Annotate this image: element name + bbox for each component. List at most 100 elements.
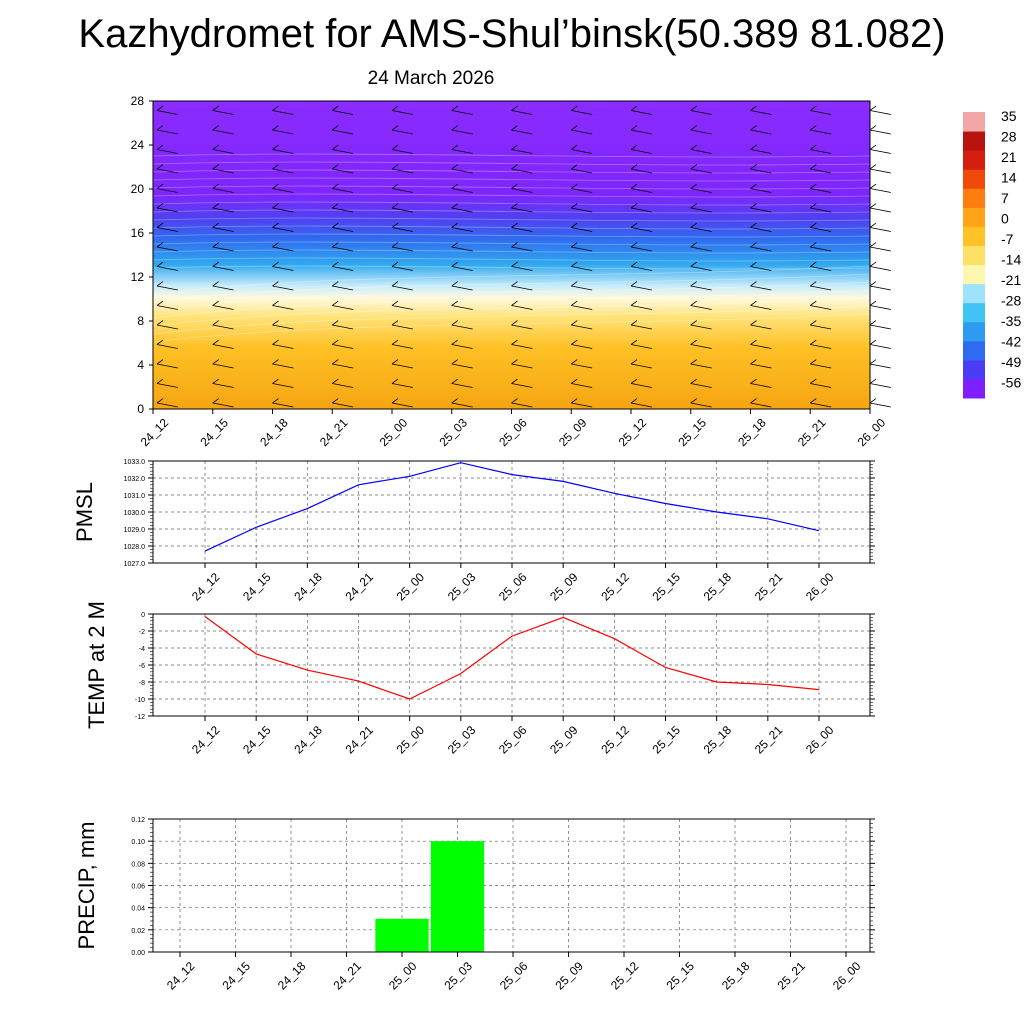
panel-frame (152, 460, 871, 564)
wind-barb-feather (690, 246, 712, 252)
wind-barb-feather (690, 188, 712, 193)
wind-barb (511, 300, 518, 306)
x-tick-label: 25_21 (795, 415, 829, 449)
wind-barb (391, 164, 399, 170)
wind-barb (750, 164, 757, 170)
contour-line (152, 169, 871, 174)
y-tick-label: 0.00 (131, 950, 145, 957)
contour-line (152, 273, 871, 303)
wind-barb (630, 164, 638, 170)
wind-barb (690, 378, 697, 384)
wind-barb (332, 144, 339, 150)
wind-barb (391, 144, 399, 150)
wind-barb (272, 339, 279, 345)
y-tick-label: 0.06 (131, 884, 145, 891)
wind-barb (212, 164, 219, 170)
wind-barb-feather (156, 344, 178, 349)
wind-barb (391, 261, 399, 267)
wind-barb (690, 320, 697, 326)
wind-barb (810, 203, 817, 209)
wind-barb (630, 222, 638, 228)
precip-bar (375, 918, 429, 952)
wind-barb (869, 105, 877, 111)
x-tick-label: 25_18 (735, 415, 769, 449)
colorbar-segment (963, 378, 985, 399)
wind-barb (332, 222, 339, 228)
wind-barb-feather (212, 110, 234, 115)
wind-barb (511, 222, 518, 228)
wind-barb-feather (690, 129, 712, 135)
wind-barb-feather (212, 129, 234, 135)
x-tick-label: 25_15 (649, 723, 683, 757)
wind-barb-feather (156, 266, 178, 271)
wind-barb (272, 144, 279, 150)
contour-line (152, 153, 871, 158)
colorbar-segment (963, 302, 985, 323)
wind-barb-feather (511, 168, 533, 174)
wind-barb (810, 144, 817, 150)
wind-barb (212, 125, 219, 131)
wind-barb-feather (630, 324, 652, 330)
wind-barb (332, 125, 339, 131)
wind-barb (630, 144, 638, 150)
colorbar-segment (963, 150, 985, 170)
y-tick-label: 1030.0 (124, 510, 146, 517)
wind-barb-feather (156, 363, 178, 369)
y-tick-label: 1032.0 (124, 476, 146, 483)
wind-barb-feather (690, 305, 712, 310)
wind-barb-feather (750, 149, 772, 154)
wind-barb (391, 300, 399, 306)
wind-barb-feather (212, 168, 234, 174)
wind-barb (571, 261, 578, 267)
wind-barb-feather (630, 168, 652, 174)
x-tick-label: 25_18 (719, 959, 753, 993)
wind-barb (391, 222, 399, 228)
y-tick-label: -12 (135, 714, 145, 721)
wind-barb (451, 183, 458, 189)
wind-barb (332, 281, 339, 287)
wind-barb (810, 261, 817, 267)
contour-line (152, 233, 871, 238)
wind-barb-feather (272, 246, 294, 252)
colorbar-segment (963, 283, 985, 304)
wind-barb-feather (869, 129, 891, 135)
y-tick-label: 0 (137, 402, 144, 416)
wind-barb (156, 105, 164, 111)
contour-line (152, 249, 871, 254)
contour-line (152, 281, 871, 311)
wind-barb-feather (451, 207, 473, 213)
wind-barb-feather (630, 110, 652, 115)
wind-barb-feather (750, 363, 772, 369)
wind-barb-feather (391, 207, 413, 213)
y-tick-label: 0.04 (131, 906, 145, 913)
wind-barb (810, 242, 817, 248)
wind-barb-feather (810, 188, 832, 193)
wind-barb (750, 125, 757, 131)
wind-barb-feather (810, 324, 832, 330)
wind-barb-feather (750, 305, 772, 310)
contour-line (152, 193, 871, 198)
wind-barb (750, 261, 757, 267)
wind-barb-feather (451, 383, 473, 388)
wind-barb-feather (391, 305, 413, 310)
wind-barb (451, 203, 458, 209)
wind-barb-feather (451, 129, 473, 135)
wind-barb (630, 359, 638, 365)
wind-barb-feather (332, 129, 354, 135)
wind-barb (391, 281, 399, 287)
wind-barb-feather (451, 246, 473, 252)
wind-barb-feather (810, 266, 832, 271)
wind-barb (750, 105, 757, 111)
x-tick-label: 24_21 (342, 723, 376, 757)
wind-barb-feather (156, 402, 178, 408)
wind-barb-feather (272, 149, 294, 154)
wind-barb (630, 339, 638, 345)
wind-barb-feather (391, 266, 413, 271)
colorbar-label: -21 (1001, 272, 1021, 288)
wind-barb (511, 242, 518, 248)
wind-barb (630, 183, 638, 189)
wind-barb-feather (511, 402, 533, 408)
wind-barb (810, 125, 817, 131)
wind-barb (810, 359, 817, 365)
wind-barb (750, 300, 757, 306)
